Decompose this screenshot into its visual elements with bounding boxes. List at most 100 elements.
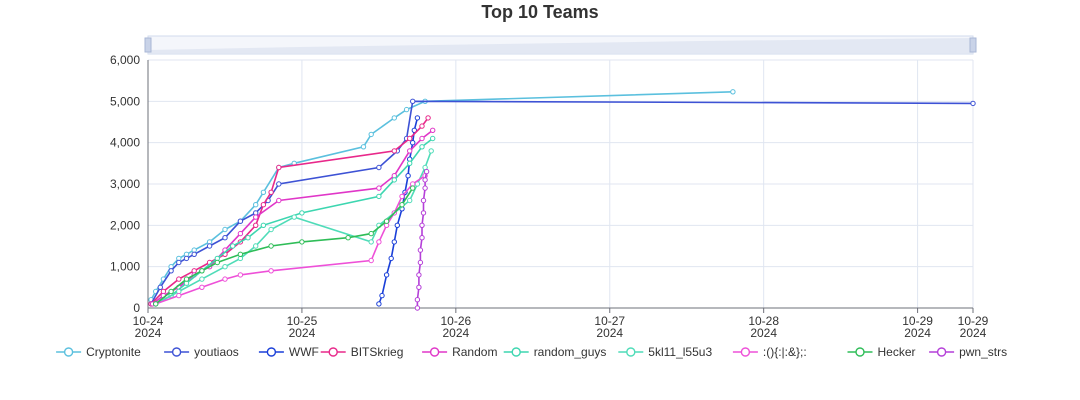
- data-point[interactable]: [253, 243, 259, 249]
- data-point[interactable]: [253, 202, 259, 208]
- legend-item[interactable]: random_guys: [503, 345, 607, 359]
- data-point[interactable]: [153, 301, 159, 307]
- data-point[interactable]: [383, 272, 390, 278]
- data-point[interactable]: [970, 100, 976, 107]
- data-point[interactable]: [276, 197, 282, 204]
- legend-item[interactable]: BITSkrieg: [320, 345, 404, 359]
- data-point[interactable]: [376, 239, 382, 245]
- legend-item[interactable]: Random: [422, 345, 497, 359]
- data-point[interactable]: [299, 239, 305, 245]
- data-point[interactable]: [411, 127, 417, 134]
- data-point[interactable]: [419, 123, 425, 129]
- data-point[interactable]: [237, 251, 244, 258]
- data-point[interactable]: [394, 222, 400, 229]
- data-point[interactable]: [291, 214, 297, 220]
- data-point[interactable]: [268, 226, 274, 233]
- data-point[interactable]: [183, 276, 190, 282]
- data-point[interactable]: [405, 173, 411, 179]
- legend-item[interactable]: pwn_strs: [929, 345, 1007, 359]
- data-point[interactable]: [260, 202, 267, 208]
- data-point[interactable]: [417, 259, 424, 266]
- data-point[interactable]: [237, 272, 244, 278]
- data-point[interactable]: [376, 185, 382, 191]
- data-point[interactable]: [414, 297, 421, 303]
- data-point[interactable]: [376, 164, 382, 171]
- data-point[interactable]: [419, 235, 425, 241]
- data-point[interactable]: [230, 243, 236, 249]
- data-point[interactable]: [410, 98, 416, 105]
- data-point[interactable]: [407, 135, 413, 142]
- data-point[interactable]: [419, 144, 425, 150]
- data-point[interactable]: [423, 168, 430, 175]
- data-point[interactable]: [168, 288, 174, 295]
- data-point[interactable]: [419, 222, 425, 229]
- data-point[interactable]: [391, 148, 397, 154]
- data-point[interactable]: [422, 185, 428, 191]
- data-point[interactable]: [376, 301, 382, 307]
- data-point[interactable]: [383, 218, 390, 224]
- data-point[interactable]: [407, 160, 413, 167]
- data-point[interactable]: [420, 210, 427, 216]
- data-point[interactable]: [403, 106, 410, 113]
- data-point[interactable]: [430, 135, 436, 142]
- data-point[interactable]: [422, 177, 428, 183]
- data-point[interactable]: [268, 189, 274, 196]
- data-point[interactable]: [416, 284, 422, 290]
- data-point[interactable]: [368, 230, 374, 237]
- legend-item[interactable]: Cryptonite: [56, 345, 141, 359]
- data-point[interactable]: [345, 235, 351, 241]
- data-point[interactable]: [420, 197, 427, 204]
- legend-item[interactable]: WWF: [258, 345, 319, 359]
- data-point[interactable]: [245, 235, 251, 241]
- data-point[interactable]: [407, 148, 413, 154]
- legend-item[interactable]: Hecker: [847, 345, 916, 359]
- data-point[interactable]: [253, 222, 259, 229]
- data-point[interactable]: [268, 243, 274, 249]
- data-point[interactable]: [399, 193, 405, 200]
- data-point[interactable]: [425, 115, 431, 121]
- data-point[interactable]: [222, 276, 228, 282]
- data-point[interactable]: [268, 268, 274, 274]
- data-zoom-slider[interactable]: [144, 35, 977, 55]
- data-point[interactable]: [191, 251, 197, 258]
- data-point[interactable]: [183, 255, 190, 262]
- data-point[interactable]: [199, 268, 205, 274]
- data-point[interactable]: [388, 255, 394, 262]
- data-point[interactable]: [222, 264, 228, 270]
- data-point[interactable]: [399, 202, 405, 208]
- data-point[interactable]: [391, 115, 397, 121]
- data-point[interactable]: [376, 193, 382, 200]
- data-point[interactable]: [222, 235, 228, 241]
- data-point[interactable]: [176, 276, 182, 282]
- data-point[interactable]: [260, 222, 267, 229]
- legend-item[interactable]: youtiaos: [164, 345, 239, 359]
- data-point[interactable]: [391, 177, 397, 183]
- data-point[interactable]: [730, 89, 736, 95]
- data-point[interactable]: [276, 181, 282, 187]
- zoom-right-handle[interactable]: [969, 37, 977, 53]
- data-point[interactable]: [368, 257, 374, 264]
- data-point[interactable]: [414, 115, 421, 121]
- data-point[interactable]: [237, 218, 244, 224]
- data-point[interactable]: [407, 197, 413, 204]
- zoom-left-handle[interactable]: [144, 37, 152, 53]
- data-point[interactable]: [214, 259, 221, 266]
- data-point[interactable]: [206, 243, 213, 249]
- data-point[interactable]: [410, 140, 416, 146]
- data-point[interactable]: [199, 284, 205, 290]
- data-point[interactable]: [222, 226, 228, 233]
- data-point[interactable]: [157, 284, 164, 290]
- data-point[interactable]: [199, 276, 205, 282]
- data-point[interactable]: [168, 268, 174, 274]
- data-point[interactable]: [419, 135, 425, 142]
- data-point[interactable]: [368, 239, 374, 245]
- data-point[interactable]: [299, 210, 305, 216]
- data-point[interactable]: [430, 127, 436, 134]
- data-point[interactable]: [237, 230, 244, 237]
- data-point[interactable]: [391, 239, 397, 245]
- data-point[interactable]: [260, 189, 267, 196]
- data-point[interactable]: [176, 292, 182, 299]
- data-point[interactable]: [176, 259, 182, 266]
- data-point[interactable]: [368, 131, 374, 138]
- legend-item[interactable]: 5kl11_l55u3: [618, 345, 712, 359]
